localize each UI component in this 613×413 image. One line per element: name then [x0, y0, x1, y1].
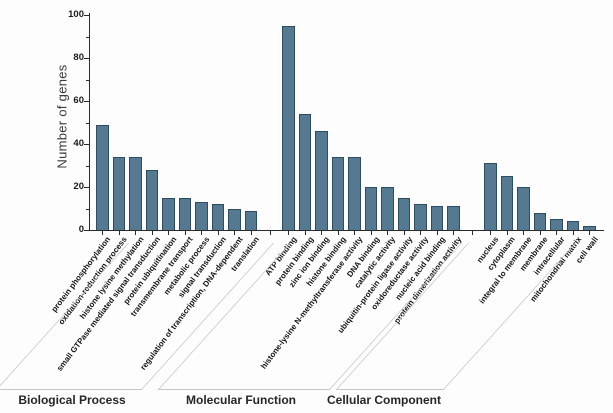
- bar: [331, 156, 344, 230]
- bar: [550, 219, 563, 230]
- bar: [211, 204, 224, 230]
- x-tick: [539, 231, 541, 235]
- x-tick: [135, 231, 137, 235]
- y-minor-tick: [86, 165, 89, 167]
- x-tick: [288, 231, 290, 235]
- y-major-tick: [84, 58, 89, 59]
- group-title: Cellular Component: [326, 393, 442, 407]
- bar: [315, 131, 328, 230]
- y-major-tick: [84, 230, 89, 231]
- x-tick: [523, 231, 525, 235]
- x-tick: [337, 231, 339, 235]
- bar: [414, 204, 427, 230]
- bar: [500, 176, 513, 230]
- bar: [517, 187, 530, 230]
- y-tick-label: 0: [78, 224, 84, 235]
- y-minor-tick: [86, 208, 89, 210]
- bar: [583, 225, 596, 230]
- x-tick: [556, 231, 558, 235]
- x-tick: [151, 231, 153, 235]
- x-tick: [234, 231, 236, 235]
- x-gap-tick: [269, 231, 271, 235]
- bar: [364, 187, 377, 230]
- x-tick: [201, 231, 203, 235]
- x-axis-line: [89, 230, 604, 232]
- bar: [228, 208, 241, 230]
- x-tick: [118, 231, 120, 235]
- x-tick: [250, 231, 252, 235]
- bar: [430, 206, 443, 230]
- y-tick-label: 20: [73, 181, 84, 192]
- bar: [195, 202, 208, 230]
- x-tick: [403, 231, 405, 235]
- y-major-tick: [84, 144, 89, 145]
- y-tick-label: 80: [73, 52, 84, 63]
- x-tick: [184, 231, 186, 235]
- x-tick: [304, 231, 306, 235]
- group-title: Biological Process: [18, 393, 126, 407]
- bar: [244, 210, 257, 230]
- bar: [129, 156, 142, 230]
- bar: [484, 163, 497, 230]
- y-tick-label: 100: [68, 9, 84, 20]
- x-tick: [217, 231, 219, 235]
- group-title: Molecular Function: [185, 393, 297, 407]
- y-tick-label: 60: [73, 95, 84, 106]
- bar: [162, 197, 175, 230]
- bar: [381, 187, 394, 230]
- x-gap-tick: [471, 231, 473, 235]
- bar: [298, 113, 311, 230]
- bar: [533, 212, 546, 230]
- bar: [112, 156, 125, 230]
- x-tick: [354, 231, 356, 235]
- y-major-tick: [84, 15, 89, 16]
- x-tick: [387, 231, 389, 235]
- y-major-tick: [84, 187, 89, 188]
- x-tick: [102, 231, 104, 235]
- bar: [566, 221, 579, 230]
- x-tick: [490, 231, 492, 235]
- x-tick: [589, 231, 591, 235]
- y-minor-tick: [86, 122, 89, 124]
- y-tick-label: 40: [73, 138, 84, 149]
- x-tick: [436, 231, 438, 235]
- x-tick: [168, 231, 170, 235]
- y-major-tick: [84, 101, 89, 102]
- x-tick: [506, 231, 508, 235]
- bar: [178, 197, 191, 230]
- y-axis-title: Number of genes: [54, 64, 70, 169]
- x-tick: [370, 231, 372, 235]
- bar: [397, 197, 410, 230]
- y-minor-tick: [86, 36, 89, 38]
- bar: [96, 124, 109, 230]
- bar: [348, 156, 361, 230]
- y-minor-tick: [86, 79, 89, 81]
- bar: [447, 206, 460, 230]
- x-tick: [321, 231, 323, 235]
- bar: [145, 169, 158, 230]
- x-tick: [420, 231, 422, 235]
- x-tick: [572, 231, 574, 235]
- x-tick: [453, 231, 455, 235]
- y-axis-line: [89, 13, 91, 230]
- bar: [282, 25, 295, 230]
